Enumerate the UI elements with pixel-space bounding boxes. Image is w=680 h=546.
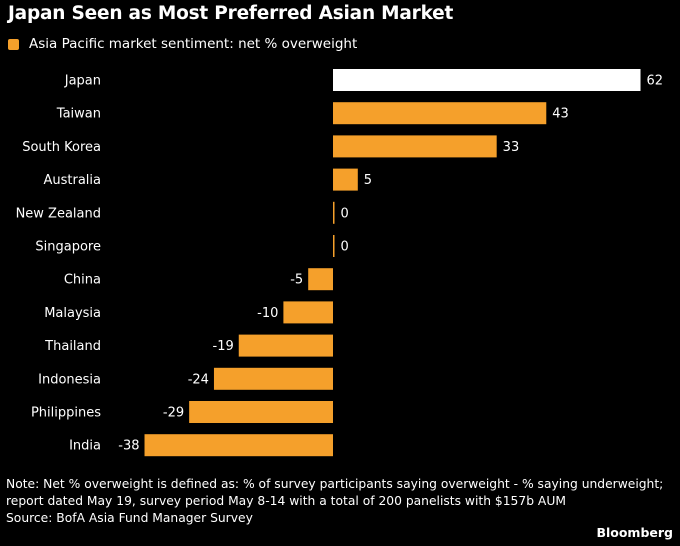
category-label: Indonesia: [38, 372, 101, 387]
category-label: South Korea: [22, 140, 101, 155]
value-label: 0: [341, 240, 349, 255]
bar: [333, 135, 497, 158]
bar: [213, 367, 333, 390]
source-line: Source: BofA Asia Fund Manager Survey: [6, 511, 253, 525]
brand-logo: Bloomberg: [596, 525, 673, 540]
bar: [333, 102, 547, 125]
category-label: India: [69, 439, 101, 454]
category-label: Taiwan: [56, 107, 101, 122]
category-label: Singapore: [35, 240, 101, 255]
bar-chart: Japan 62 Taiwan 43 South Korea 33 Australia 5 Ne…: [16, 69, 664, 457]
value-label: 43: [552, 107, 569, 122]
bar: [333, 69, 641, 91]
value-label: -10: [257, 306, 278, 321]
bar: [283, 301, 333, 324]
note-line-2: report dated May 19, survey period May 8…: [6, 494, 566, 508]
value-label: -29: [163, 406, 184, 421]
category-label: Japan: [64, 74, 101, 89]
legend-swatch: [8, 38, 19, 50]
value-label: 62: [647, 74, 664, 89]
category-label: China: [64, 273, 101, 288]
chart-title: Japan Seen as Most Preferred Asian Marke…: [8, 3, 454, 24]
bar: [333, 235, 335, 257]
bar: [333, 201, 335, 224]
category-label: Australia: [43, 173, 101, 188]
category-label: Malaysia: [44, 306, 101, 321]
value-label: -19: [213, 339, 234, 354]
note-line-1: Note: Net % overweight is defined as: % …: [6, 477, 664, 491]
value-label: -38: [118, 439, 139, 454]
value-label: 0: [341, 206, 349, 221]
chart-note: Note: Net % overweight is defined as: % …: [6, 476, 676, 527]
value-label: -24: [188, 372, 209, 387]
bar: [333, 168, 358, 191]
category-label: Thailand: [44, 339, 101, 354]
legend-label: Asia Pacific market sentiment: net % ove…: [29, 36, 358, 52]
value-label: 5: [364, 173, 372, 188]
bar: [189, 401, 333, 423]
category-label: Philippines: [31, 406, 101, 421]
category-label: New Zealand: [16, 206, 101, 221]
bar: [144, 434, 333, 457]
value-label: -5: [290, 273, 303, 288]
legend: Asia Pacific market sentiment: net % ove…: [8, 35, 357, 53]
value-label: 33: [503, 140, 520, 155]
bar: [238, 334, 333, 357]
bar: [308, 268, 333, 291]
